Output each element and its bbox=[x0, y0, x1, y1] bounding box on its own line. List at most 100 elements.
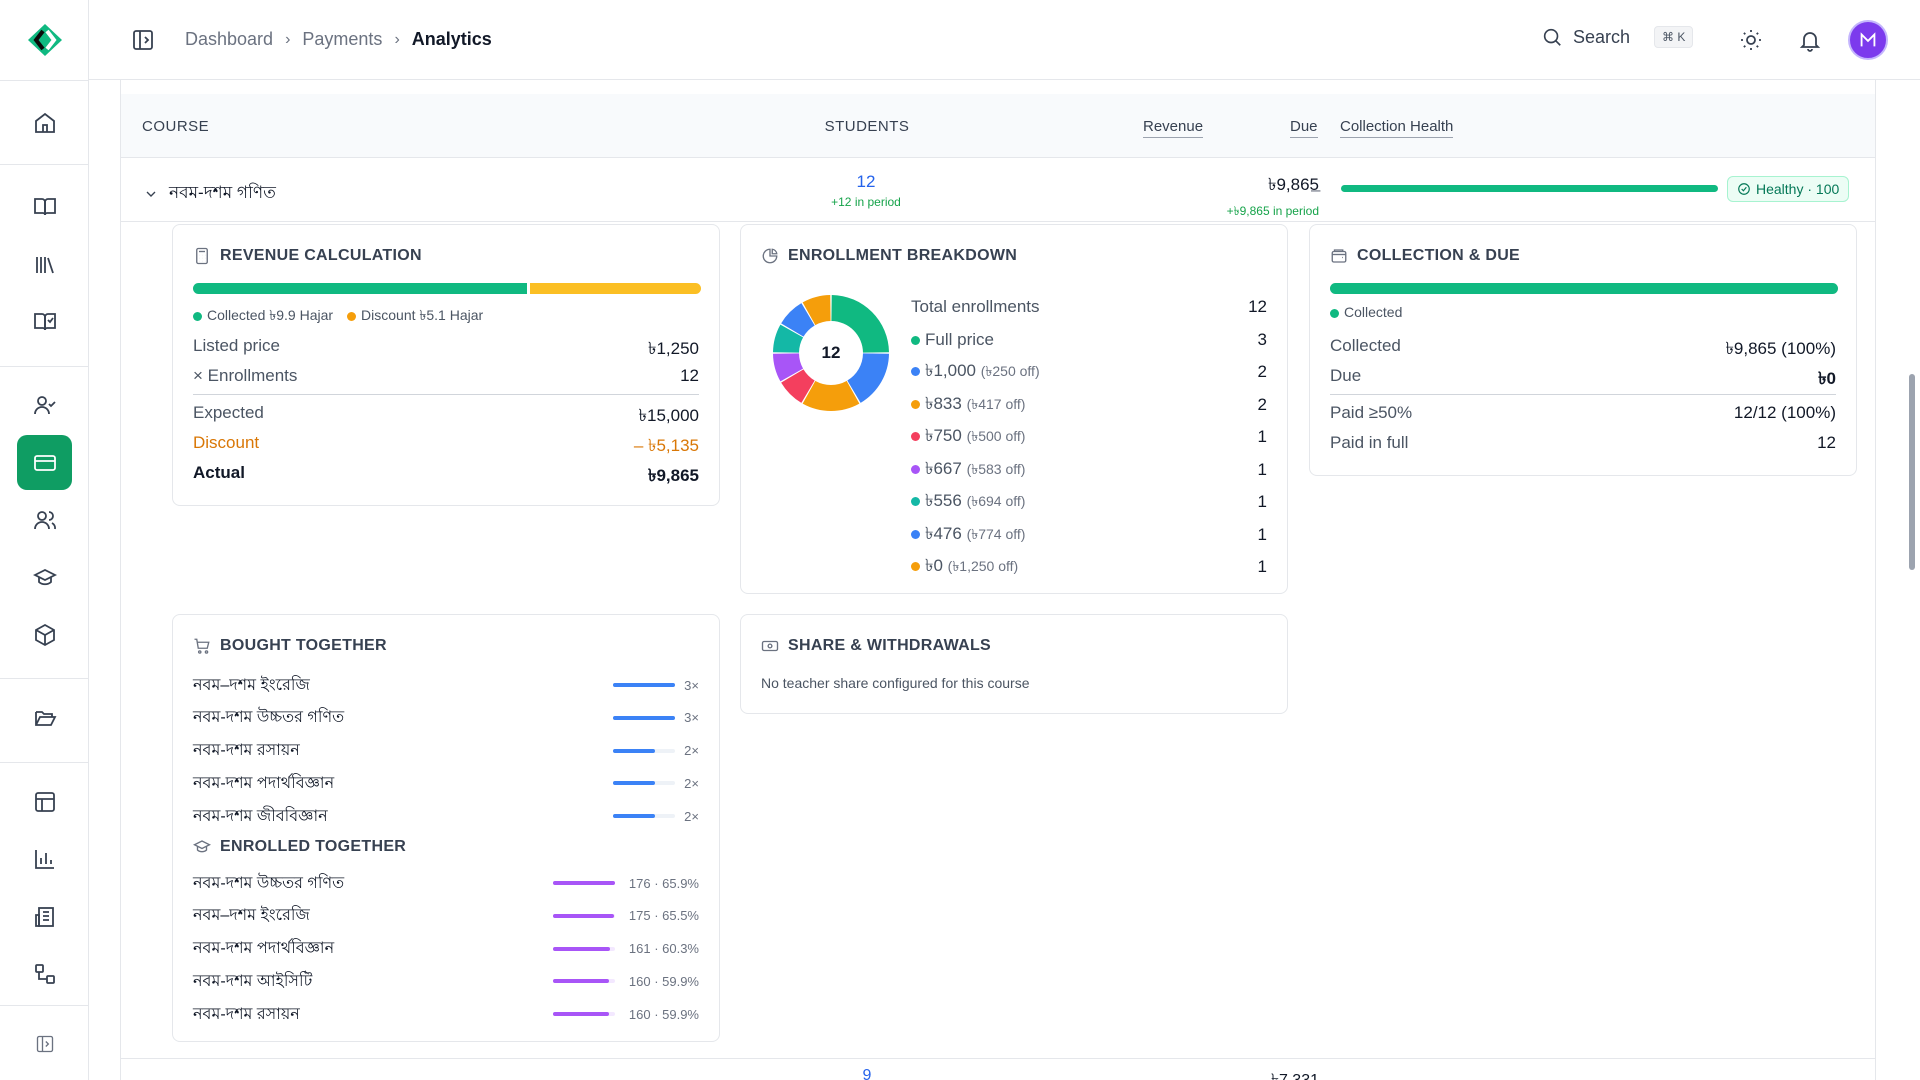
sidebar-toggle-icon[interactable] bbox=[131, 28, 155, 52]
list-item: নবম-দশম জীববিজ্ঞান 2× bbox=[193, 807, 699, 825]
revenue-split-bar bbox=[193, 283, 701, 294]
list-item: নবম-দশম পদার্থবিজ্ঞান 2× bbox=[193, 774, 699, 792]
header-collection-health[interactable]: Collection Health bbox=[1340, 118, 1454, 138]
card-title: SHARE & WITHDRAWALS bbox=[761, 637, 991, 655]
breadcrumb-dashboard[interactable]: Dashboard bbox=[185, 29, 274, 49]
donut-slice[interactable] bbox=[781, 369, 815, 403]
chevron-down-icon[interactable] bbox=[143, 186, 159, 202]
sidebar-item-payments[interactable] bbox=[17, 435, 72, 490]
list-item: নবম-দশম পদার্থবিজ্ঞান 161 · 60.3% bbox=[193, 940, 699, 958]
sidebar-divider bbox=[0, 762, 89, 763]
card-title: REVENUE CALCULATION bbox=[193, 247, 422, 265]
paid-full-row: Paid in full 12 bbox=[1330, 433, 1836, 452]
avatar[interactable] bbox=[1848, 20, 1888, 60]
building-icon bbox=[34, 906, 54, 927]
sidebar-item-users[interactable] bbox=[17, 492, 72, 547]
enrollments-row: × Enrollments 12 bbox=[193, 366, 699, 385]
sidebar-item-home[interactable] bbox=[17, 95, 72, 150]
sidebar-item-workflow[interactable] bbox=[17, 946, 72, 1001]
card-title: COLLECTION & DUE bbox=[1330, 247, 1520, 265]
wallet-icon bbox=[1331, 249, 1347, 263]
enrolled-title: ENROLLED TOGETHER bbox=[220, 838, 407, 855]
top-header: Dashboard › Payments › Analytics Search … bbox=[89, 0, 1920, 80]
sidebar-collapse-button[interactable] bbox=[17, 1016, 72, 1071]
sidebar-item-courses[interactable] bbox=[17, 179, 72, 234]
donut-slice[interactable] bbox=[847, 353, 889, 403]
package-icon bbox=[34, 623, 55, 646]
sun-icon[interactable] bbox=[1739, 28, 1763, 52]
book-check-icon bbox=[33, 312, 56, 330]
banknote-icon bbox=[761, 640, 779, 652]
enrollment-item: ৳667 (৳583 off) 1 bbox=[911, 454, 1267, 487]
sidebar-item-analytics[interactable] bbox=[17, 831, 72, 886]
course-name: নবম-দশম গণিত bbox=[169, 183, 276, 202]
table-row[interactable]: 9 ৳7,331 bbox=[121, 1058, 1875, 1080]
donut-slice[interactable] bbox=[802, 380, 860, 411]
users-icon bbox=[33, 510, 56, 529]
course-name-cell[interactable]: নবম-দশম গণিত bbox=[143, 180, 276, 208]
analytics-panel: COURSE STUDENTS Revenue Due Collection H… bbox=[120, 80, 1876, 1080]
list-item: নবম–দশম ইংরেজি 3× bbox=[193, 676, 699, 694]
donut-center-label: 12 bbox=[821, 343, 841, 362]
scrollbar-track[interactable] bbox=[1906, 80, 1920, 1080]
listed-price-row: Listed price ৳1,250 bbox=[193, 336, 699, 358]
paid-half-row: Paid ≥50% 12/12 (100%) bbox=[1330, 403, 1836, 422]
bought-title: BOUGHT TOGETHER bbox=[220, 637, 387, 654]
credit-card-icon bbox=[33, 454, 56, 471]
discount-row: Discount – ৳5,135 bbox=[193, 433, 699, 455]
collection-due-card: COLLECTION & DUE Collected Collected ৳9,8… bbox=[1309, 224, 1857, 476]
table-row[interactable]: নবম-দশম গণিত 12 +12 in period ৳9,865 +৳9… bbox=[121, 158, 1875, 222]
enrollment-donut-chart bbox=[773, 295, 889, 411]
home-icon bbox=[34, 112, 55, 133]
header-due[interactable]: Due bbox=[1290, 118, 1318, 138]
enrollment-total-row: Total enrollments 12 bbox=[911, 297, 1267, 317]
breadcrumb-payments[interactable]: Payments bbox=[302, 29, 383, 49]
actual-row: Actual ৳9,865 bbox=[193, 463, 699, 485]
sidebar-item-library[interactable] bbox=[17, 237, 72, 292]
donut-slice[interactable] bbox=[773, 324, 804, 353]
sidebar-item-reports[interactable] bbox=[17, 889, 72, 944]
donut-slice[interactable] bbox=[781, 303, 815, 337]
collection-title: COLLECTION & DUE bbox=[1357, 247, 1521, 264]
table-header: COURSE STUDENTS Revenue Due Collection H… bbox=[121, 94, 1875, 158]
sidebar-item-user-check[interactable] bbox=[17, 377, 72, 432]
sidebar-item-files[interactable] bbox=[17, 690, 72, 745]
bell-icon[interactable] bbox=[1798, 28, 1822, 52]
collection-bar-track bbox=[1330, 283, 1838, 294]
list-item: নবম-দশম উচ্চতর গণিত 3× bbox=[193, 709, 699, 727]
scrollbar-thumb[interactable] bbox=[1909, 374, 1915, 570]
donut-slice[interactable] bbox=[773, 353, 804, 382]
search-button[interactable]: Search ⌘ K bbox=[1541, 26, 1694, 48]
enrollment-item: ৳750 (৳500 off) 1 bbox=[911, 421, 1267, 454]
sidebar-item-book-check[interactable] bbox=[17, 294, 72, 349]
collected-row: Collected ৳9,865 (100%) bbox=[1330, 336, 1836, 358]
card-title: ENROLLMENT BREAKDOWN bbox=[761, 247, 1017, 265]
layout-icon bbox=[34, 791, 55, 812]
enrollment-list: Total enrollments 12 Full price 3 ৳1,000 (৳… bbox=[911, 291, 1267, 584]
folder-open-icon bbox=[34, 710, 56, 726]
card-title: ENROLLED TOGETHER bbox=[193, 838, 406, 856]
next-row-students[interactable]: 9 bbox=[862, 1067, 872, 1080]
sidebar-item-graduation[interactable] bbox=[17, 550, 72, 605]
donut-slice[interactable] bbox=[831, 295, 889, 353]
students-value[interactable]: 12 bbox=[856, 172, 876, 191]
sidebar-item-packages[interactable] bbox=[17, 607, 72, 662]
app-logo-icon[interactable] bbox=[26, 22, 64, 58]
breadcrumb-current: Analytics bbox=[411, 29, 492, 49]
health-badge-text: Healthy · 100 bbox=[1756, 181, 1840, 197]
sidebar-item-layout[interactable] bbox=[17, 774, 72, 829]
list-item: নবম-দশম উচ্চতর গণিত 176 · 65.9% bbox=[193, 874, 699, 892]
students-sub: +12 in period bbox=[831, 195, 901, 209]
user-check-icon bbox=[33, 395, 56, 414]
enrollment-item: ৳556 (৳694 off) 1 bbox=[911, 486, 1267, 519]
list-item: নবম-দশম রসায়ন 2× bbox=[193, 742, 699, 760]
graduation-cap-icon bbox=[193, 840, 211, 853]
header-revenue[interactable]: Revenue bbox=[1143, 118, 1204, 138]
book-open-icon bbox=[33, 197, 56, 215]
header-course: COURSE bbox=[142, 118, 210, 135]
list-item: নবম–দশম ইংরেজি 175 · 65.5% bbox=[193, 907, 699, 925]
sidebar-divider bbox=[0, 678, 89, 679]
sidebar-divider bbox=[0, 366, 89, 367]
enrollment-item: ৳476 (৳774 off) 1 bbox=[911, 519, 1267, 552]
donut-slice[interactable] bbox=[802, 295, 831, 326]
